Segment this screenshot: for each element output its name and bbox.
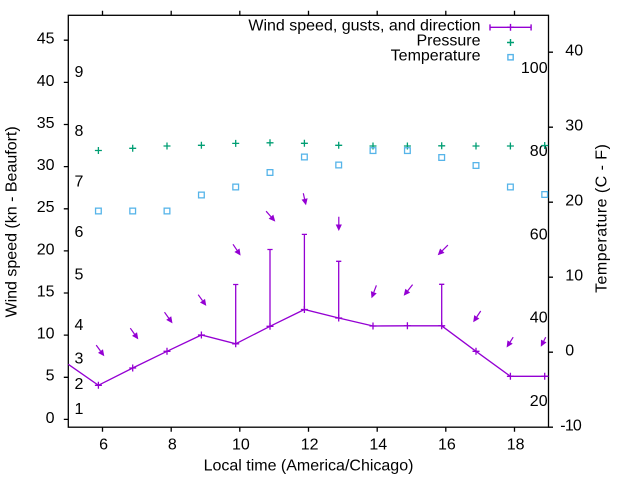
svg-text:40: 40 (530, 310, 548, 327)
svg-text:Local time (America/Chicago): Local time (America/Chicago) (204, 457, 414, 474)
svg-text:Wind speed, gusts, and directi: Wind speed, gusts, and direction (248, 18, 480, 35)
svg-text:6: 6 (75, 224, 84, 241)
svg-text:10: 10 (232, 437, 250, 454)
svg-text:14: 14 (369, 437, 387, 454)
svg-text:4: 4 (75, 317, 84, 334)
svg-text:20: 20 (37, 241, 55, 258)
svg-text:30: 30 (37, 157, 55, 174)
svg-text:10: 10 (37, 326, 55, 343)
svg-text:20: 20 (530, 393, 548, 410)
svg-text:Wind speed (kn - Beaufort): Wind speed (kn - Beaufort) (3, 126, 20, 317)
svg-text:5: 5 (46, 368, 55, 385)
svg-text:Temperature (C - F): Temperature (C - F) (594, 144, 611, 293)
svg-text:40: 40 (37, 73, 55, 90)
svg-text:18: 18 (507, 437, 525, 454)
svg-text:30: 30 (565, 118, 583, 135)
svg-text:20: 20 (565, 193, 583, 210)
svg-text:3: 3 (75, 351, 84, 368)
svg-text:8: 8 (168, 437, 177, 454)
svg-text:7: 7 (75, 174, 84, 191)
svg-text:Temperature: Temperature (391, 47, 481, 64)
svg-text:2: 2 (75, 376, 84, 393)
svg-text:45: 45 (37, 31, 55, 48)
svg-text:10: 10 (565, 268, 583, 285)
svg-text:15: 15 (37, 283, 55, 300)
svg-text:80: 80 (530, 143, 548, 160)
svg-text:16: 16 (438, 437, 456, 454)
svg-text:35: 35 (37, 115, 55, 132)
svg-text:100: 100 (521, 60, 548, 77)
svg-text:25: 25 (37, 199, 55, 216)
svg-text:9: 9 (75, 64, 84, 81)
svg-text:Pressure: Pressure (416, 33, 480, 50)
svg-text:6: 6 (99, 437, 108, 454)
svg-text:40: 40 (565, 43, 583, 60)
svg-text:5: 5 (75, 266, 84, 283)
svg-text:0: 0 (565, 343, 574, 360)
svg-text:0: 0 (46, 410, 55, 427)
svg-text:1: 1 (75, 401, 84, 418)
svg-text:12: 12 (301, 437, 319, 454)
svg-text:60: 60 (530, 226, 548, 243)
svg-text:-10: -10 (560, 418, 582, 435)
svg-text:8: 8 (75, 123, 84, 140)
